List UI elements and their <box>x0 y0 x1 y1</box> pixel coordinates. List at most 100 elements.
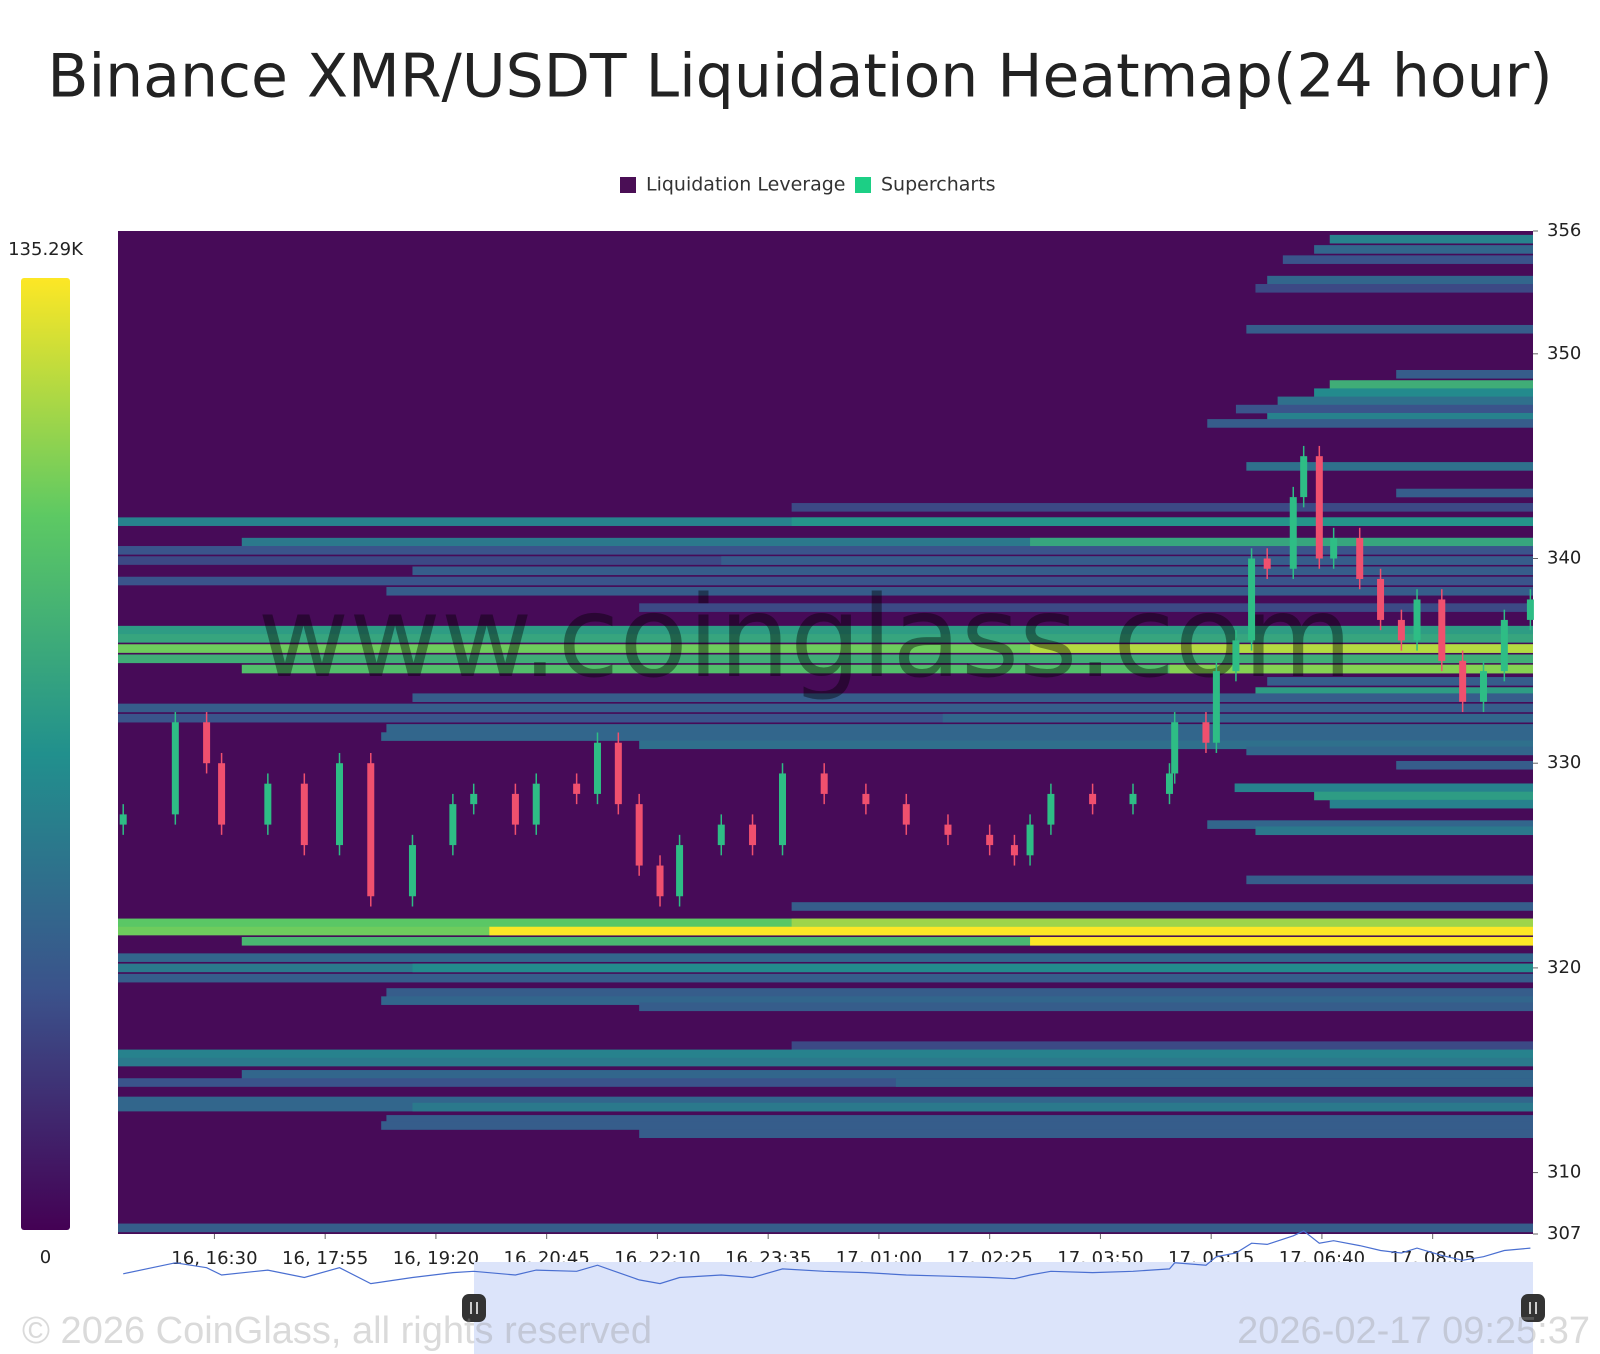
heat-band <box>386 724 1534 733</box>
heat-band <box>1396 760 1533 770</box>
timestamp: 2026-02-17 09:25:37 <box>1237 1310 1590 1352</box>
y-tick-label: 307 <box>1547 1223 1581 1244</box>
legend-label: Supercharts <box>881 174 996 196</box>
heat-band <box>1169 664 1533 674</box>
legend: Liquidation Leverage Supercharts <box>620 174 996 196</box>
candle-body <box>336 763 344 846</box>
heat-band <box>118 1078 1533 1087</box>
candle-body <box>1010 845 1018 856</box>
heat-band <box>639 740 1533 750</box>
y-tick-label: 350 <box>1547 343 1581 364</box>
candle-body <box>676 845 684 897</box>
heatmap <box>118 231 1534 1234</box>
candle-body <box>614 742 622 805</box>
candle-body <box>656 865 664 897</box>
heat-band <box>381 732 1534 741</box>
candle-body <box>1315 456 1323 559</box>
candle-body <box>717 824 725 846</box>
heat-band <box>791 918 1533 928</box>
heat-band <box>1255 284 1533 293</box>
heat-band <box>241 664 1534 674</box>
candle-body <box>944 824 952 835</box>
candle-body <box>300 783 308 846</box>
heat-band <box>1329 234 1533 244</box>
heat-band <box>1255 826 1533 836</box>
heat-band <box>1267 412 1533 422</box>
heat-band <box>1030 644 1533 653</box>
candle-body <box>1526 599 1534 620</box>
navigator-handle[interactable] <box>1521 1294 1545 1322</box>
candle-body <box>1397 619 1405 641</box>
heat-band <box>1246 324 1533 334</box>
heat-band <box>118 1057 1533 1067</box>
heat-band <box>942 713 1533 723</box>
legend-swatch <box>620 177 636 193</box>
candle-body <box>749 824 757 846</box>
heat-band <box>381 996 1534 1005</box>
x-tick-label: 16, 19:20 <box>393 1248 479 1269</box>
candle-body <box>1171 722 1179 774</box>
candle-body <box>635 804 643 866</box>
heat-band <box>118 1223 1533 1233</box>
heat-band <box>118 703 1533 713</box>
heat-band <box>489 926 1533 936</box>
x-tick-label: 16, 16:30 <box>171 1248 257 1269</box>
candle-body <box>1047 793 1055 825</box>
heat-band <box>1235 404 1533 414</box>
candle-body <box>511 793 519 825</box>
candle-body <box>1300 456 1308 498</box>
heat-band <box>118 953 1533 962</box>
heat-band <box>1030 936 1533 946</box>
overlay: 307 310 320 330 340 350 356 16, 16:30 16, 17:55 1… <box>8 220 1590 1354</box>
candle-body <box>573 783 581 794</box>
heat-band <box>241 537 1534 547</box>
heat-band <box>1030 537 1533 547</box>
heat-band <box>791 1041 1533 1050</box>
heat-band <box>1277 396 1533 406</box>
heat-band <box>1329 380 1533 389</box>
heat-band <box>1246 462 1533 471</box>
heat-band <box>412 963 1533 973</box>
candle-body <box>1413 599 1421 641</box>
heat-band <box>791 517 1533 526</box>
candle-body <box>1212 671 1220 743</box>
heat-band <box>386 988 1534 997</box>
heat-band <box>1255 687 1533 696</box>
heat-band <box>118 654 1533 664</box>
candle-body <box>820 773 828 794</box>
heat-band <box>118 973 1533 983</box>
candle-body <box>1129 793 1137 805</box>
candle-body <box>171 722 179 815</box>
candle-body <box>203 722 211 764</box>
heat-band <box>1246 875 1533 885</box>
heat-band <box>1267 677 1533 686</box>
heat-band <box>1282 255 1533 264</box>
heat-band <box>118 625 1533 635</box>
y-tick-label: 320 <box>1547 957 1581 978</box>
navigator-handle[interactable] <box>462 1294 486 1322</box>
navigator-selection <box>474 1262 1533 1354</box>
candle-body <box>1089 793 1097 805</box>
candle-body <box>1438 599 1446 661</box>
heat-band <box>118 576 1533 586</box>
heat-band <box>639 603 1533 612</box>
heat-band <box>118 546 1533 555</box>
heat-band <box>381 1121 1534 1130</box>
candle-body <box>1248 558 1256 641</box>
heat-band <box>412 566 1533 576</box>
heat-band <box>1314 388 1533 398</box>
copyright: © 2026 CoinGlass, all rights reserved <box>22 1310 652 1352</box>
heat-band <box>386 586 1534 596</box>
heat-band <box>1207 820 1533 829</box>
candle-body <box>779 773 787 846</box>
heat-band <box>1207 419 1533 428</box>
candle-body <box>1330 538 1338 559</box>
candle-body <box>367 763 375 897</box>
heat-band <box>639 1002 1533 1012</box>
candle-body <box>1356 538 1364 579</box>
heat-band <box>1329 799 1533 809</box>
candle-body <box>1289 497 1297 569</box>
colorbar-label: 0 <box>40 1247 51 1268</box>
